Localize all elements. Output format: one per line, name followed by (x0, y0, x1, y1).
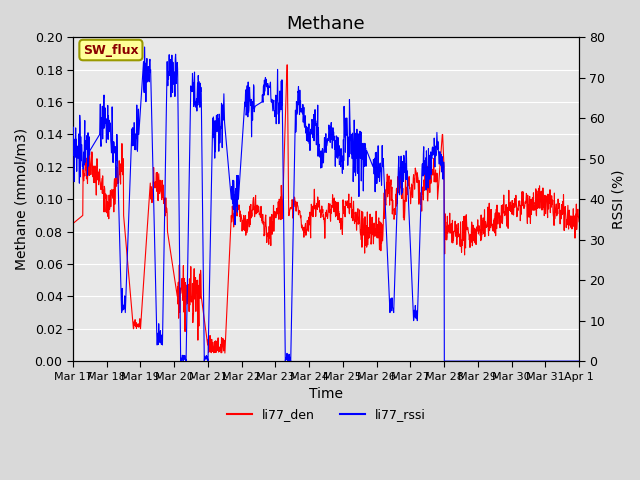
Title: Methane: Methane (287, 15, 365, 33)
X-axis label: Time: Time (309, 387, 343, 401)
Y-axis label: RSSI (%): RSSI (%) (611, 169, 625, 229)
Legend: li77_den, li77_rssi: li77_den, li77_rssi (221, 403, 430, 426)
Y-axis label: Methane (mmol/m3): Methane (mmol/m3) (15, 128, 29, 270)
Text: SW_flux: SW_flux (83, 44, 139, 57)
